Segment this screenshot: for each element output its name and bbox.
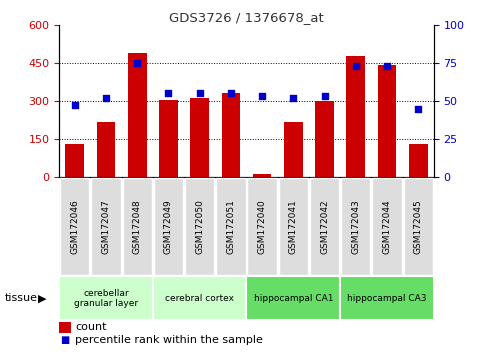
Text: percentile rank within the sample: percentile rank within the sample: [75, 335, 263, 345]
Text: GSM172051: GSM172051: [226, 199, 235, 254]
Point: [414, 105, 422, 111]
Bar: [340, 276, 434, 320]
Text: GSM172040: GSM172040: [258, 199, 267, 254]
Text: GSM172048: GSM172048: [133, 199, 141, 254]
Text: cerebral cortex: cerebral cortex: [165, 294, 234, 303]
Text: GSM172044: GSM172044: [383, 199, 391, 254]
Point: [227, 90, 235, 96]
Bar: [128, 53, 146, 177]
Text: GSM172049: GSM172049: [164, 199, 173, 254]
Text: hippocampal CA3: hippocampal CA3: [347, 294, 427, 303]
Bar: [246, 276, 340, 320]
Text: GDS3726 / 1376678_at: GDS3726 / 1376678_at: [169, 11, 324, 24]
Text: GSM172046: GSM172046: [70, 199, 79, 254]
Point: [352, 63, 360, 69]
Text: count: count: [75, 322, 106, 332]
Bar: [409, 144, 427, 177]
Text: GSM172041: GSM172041: [289, 199, 298, 254]
Text: GSM172050: GSM172050: [195, 199, 204, 254]
Text: GSM172047: GSM172047: [102, 199, 110, 254]
Bar: [97, 122, 115, 177]
Bar: [221, 93, 240, 177]
Point: [289, 95, 297, 101]
Bar: [159, 99, 178, 177]
Point: [320, 93, 328, 99]
Bar: [190, 98, 209, 177]
Text: ■: ■: [61, 335, 70, 345]
Point: [383, 63, 391, 69]
Bar: [253, 175, 272, 177]
Text: GSM172042: GSM172042: [320, 199, 329, 254]
Point: [165, 90, 173, 96]
Point: [196, 90, 204, 96]
Text: ▶: ▶: [37, 293, 46, 303]
Text: tissue: tissue: [5, 293, 38, 303]
Text: GSM172043: GSM172043: [352, 199, 360, 254]
Point: [102, 95, 110, 101]
Text: cerebellar
granular layer: cerebellar granular layer: [74, 289, 138, 308]
Bar: [66, 144, 84, 177]
Text: hippocampal CA1: hippocampal CA1: [253, 294, 333, 303]
Point: [258, 93, 266, 99]
Point: [133, 60, 141, 66]
Text: GSM172045: GSM172045: [414, 199, 423, 254]
Bar: [284, 122, 303, 177]
Point: [71, 103, 79, 108]
Bar: [59, 276, 153, 320]
Bar: [153, 276, 246, 320]
Bar: [347, 57, 365, 177]
Bar: [315, 101, 334, 177]
Bar: [378, 65, 396, 177]
